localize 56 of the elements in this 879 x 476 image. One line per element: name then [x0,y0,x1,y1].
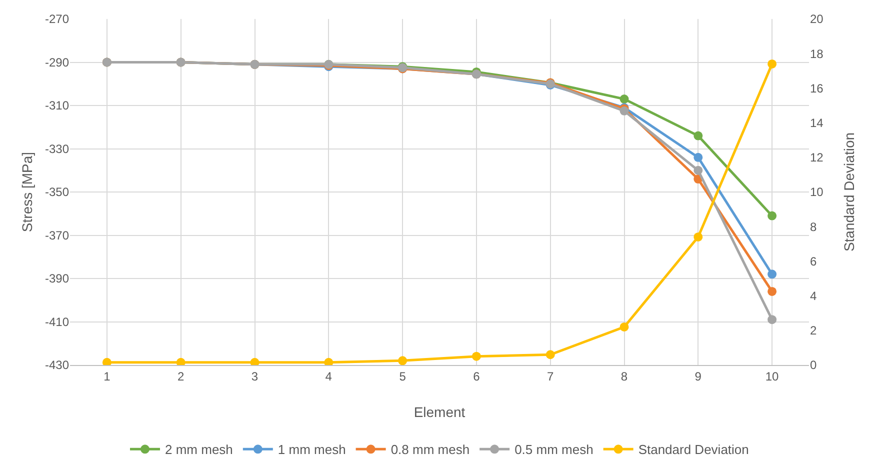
x-axis-title: Element [414,404,466,420]
point [324,358,334,365]
x-tick-label: 4 [325,369,332,384]
y-tick-label: -270 [44,12,70,26]
x-tick-label: 3 [251,369,258,384]
y2-tick-label: 14 [810,116,824,130]
point [398,356,408,365]
y-tick-label: -430 [44,358,70,372]
x-tick-label: 9 [694,369,702,384]
point [768,315,777,324]
y2-tick-label: 18 [810,46,824,61]
y-tick-label: -370 [44,228,70,242]
x-tick-label: 2 [178,369,185,384]
y2-tick-label: 12 [810,150,824,165]
point [102,358,112,365]
y-tick-label: -290 [44,55,70,70]
y2-tick-label: 4 [810,289,817,303]
point [768,211,777,220]
legend-label: Standard Deviation [638,442,749,458]
y2-tick-label: 20 [810,12,824,26]
y2-tick-label: 2 [810,324,817,338]
y2-tick-label: 0 [810,358,817,372]
x-tick-label: 1 [104,369,111,384]
y2-tick-label: 16 [810,81,824,96]
legend-label: 0.8 mm mesh [390,442,470,458]
point [768,59,777,68]
point [694,166,703,175]
point [620,322,629,332]
x-tick-label: 7 [547,369,554,384]
x-tick-label: 6 [473,369,480,384]
y2-tick-label: 10 [810,185,824,200]
y2-tick-label: 6 [810,254,817,268]
point [472,352,481,361]
x-tick-label: 5 [399,369,406,384]
y-tick-label: -350 [44,185,70,200]
point [768,270,777,279]
x-tick-label: 10 [765,369,780,384]
legend-label: 1 mm mesh [278,442,346,458]
point [250,358,260,365]
point [620,94,629,104]
point [768,286,777,296]
point [694,131,703,140]
y-tick-label: -410 [44,314,70,329]
point [694,232,703,242]
x-tick-label: 8 [620,369,628,384]
legend-label: 2 mm mesh [165,442,233,458]
point [546,350,555,360]
y-tick-label: -310 [44,98,70,113]
y2-tick-label: 8 [810,220,817,234]
point [176,358,186,365]
y2-axis-title: Standard Deviation [841,132,857,252]
y-tick-label: -390 [44,272,70,286]
legend-label: 0.5 mm mesh [514,442,594,458]
y-tick-label: -330 [44,142,70,156]
point [694,152,703,162]
y-axis-title: Stress [MPa] [19,152,35,232]
